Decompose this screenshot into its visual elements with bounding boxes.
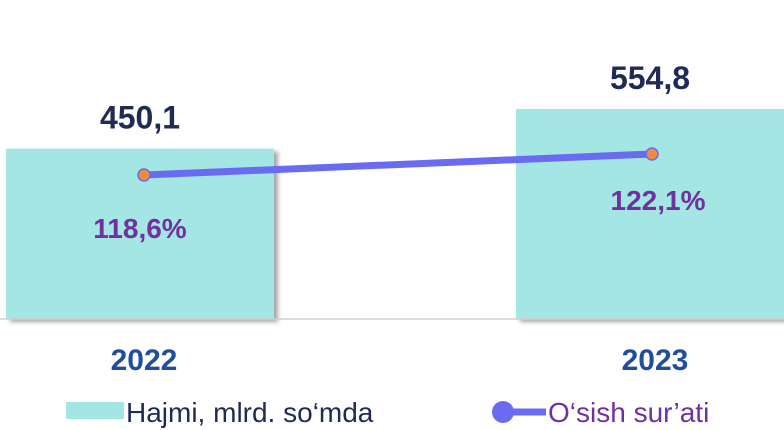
legend-bar-label: Hajmi, mlrd. so‘mda [126, 397, 374, 428]
rate-line [140, 150, 656, 179]
legend-line-label: O‘sish sur’ati [548, 397, 709, 428]
legend-bar-swatch [66, 402, 124, 419]
bar-2023 [516, 109, 784, 319]
legend: Hajmi, mlrd. so‘mda O‘sish sur’ati [66, 397, 709, 428]
rate-label-2023: 122,1% [611, 185, 706, 216]
category-label-2023: 2023 [622, 344, 689, 377]
legend-item-line: O‘sish sur’ati [492, 397, 709, 428]
rate-series [137, 147, 659, 182]
rate-point-2022 [137, 168, 151, 182]
legend-item-bar: Hajmi, mlrd. so‘mda [66, 397, 374, 428]
rate-point-2023 [645, 147, 659, 161]
category-label-2022: 2022 [111, 344, 178, 377]
legend-line-marker-icon [492, 401, 514, 423]
bar-value-label-2022: 450,1 [100, 100, 180, 136]
bar-value-label-2023: 554,8 [610, 60, 690, 96]
rate-label-2022: 118,6% [93, 213, 187, 244]
